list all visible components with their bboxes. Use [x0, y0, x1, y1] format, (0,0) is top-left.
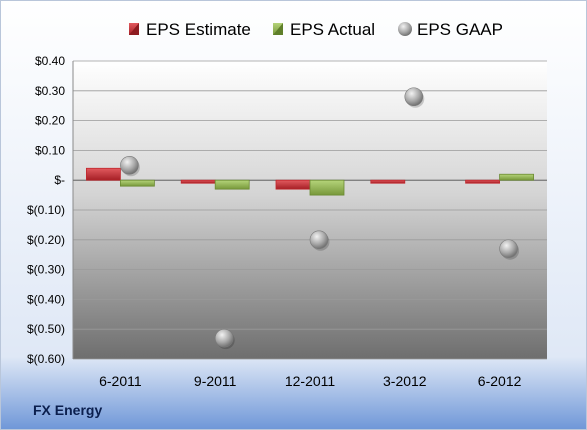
- legend-estimate-label: EPS Estimate: [146, 20, 251, 39]
- y-tick-label: $0.10: [35, 143, 65, 157]
- gaap-point: [214, 328, 234, 348]
- gaap-point: [309, 230, 329, 250]
- actual-bar: [120, 179, 155, 187]
- bar-marks: [86, 167, 535, 196]
- legend-actual-marker-shade: [273, 23, 283, 35]
- y-tick-label: $(0.60): [27, 352, 65, 366]
- estimate-bar: [180, 179, 216, 184]
- y-tick-label: $0.40: [35, 54, 65, 68]
- actual-bar: [214, 179, 250, 190]
- x-category-label: 12-2011: [285, 373, 336, 389]
- gaap-points: [120, 87, 520, 350]
- actual-bar: [499, 173, 535, 181]
- legend: EPS Estimate EPS Actual EPS GAAP: [129, 20, 503, 39]
- gaap-point: [499, 239, 518, 259]
- legend-item-estimate: EPS Estimate: [129, 20, 251, 39]
- gaap-point: [120, 156, 139, 175]
- estimate-bar: [86, 167, 121, 181]
- legend-actual-label: EPS Actual: [290, 20, 375, 39]
- legend-gaap-icon: [398, 22, 412, 36]
- y-tick-label: $(0.40): [27, 292, 65, 306]
- y-tick-label: $(0.10): [27, 203, 65, 217]
- legend-estimate-marker-shade: [129, 23, 139, 35]
- legend-gaap-label: EPS GAAP: [417, 20, 503, 39]
- y-tick-label: $(0.20): [27, 233, 65, 247]
- legend-item-actual: EPS Actual: [273, 20, 375, 39]
- y-tick-label: $-: [54, 173, 65, 187]
- x-category-label: 6-2011: [99, 373, 142, 389]
- y-tick-label: $0.20: [35, 114, 65, 128]
- x-category-label: 6-2012: [478, 373, 522, 389]
- y-axis-tick-labels: $0.40 $0.30 $0.20 $0.10 $- $(0.10) $(0.20) $(0.…: [27, 54, 65, 366]
- legend-item-gaap: EPS GAAP: [398, 20, 503, 39]
- y-tick-label: $0.30: [35, 84, 65, 98]
- actual-bar: [309, 179, 345, 196]
- estimate-bar: [370, 179, 406, 184]
- x-category-label: 3-2012: [383, 373, 427, 389]
- company-name: FX Energy: [33, 402, 102, 418]
- x-axis-category-labels: 6-2011 9-2011 12-2011 3-2012 6-2012: [99, 373, 521, 389]
- y-tick-label: $(0.30): [27, 263, 65, 277]
- gaap-point: [404, 87, 424, 107]
- y-tick-label: $(0.50): [27, 322, 65, 336]
- estimate-bar: [465, 179, 501, 184]
- x-category-label: 9-2011: [194, 373, 237, 389]
- estimate-bar: [275, 179, 311, 190]
